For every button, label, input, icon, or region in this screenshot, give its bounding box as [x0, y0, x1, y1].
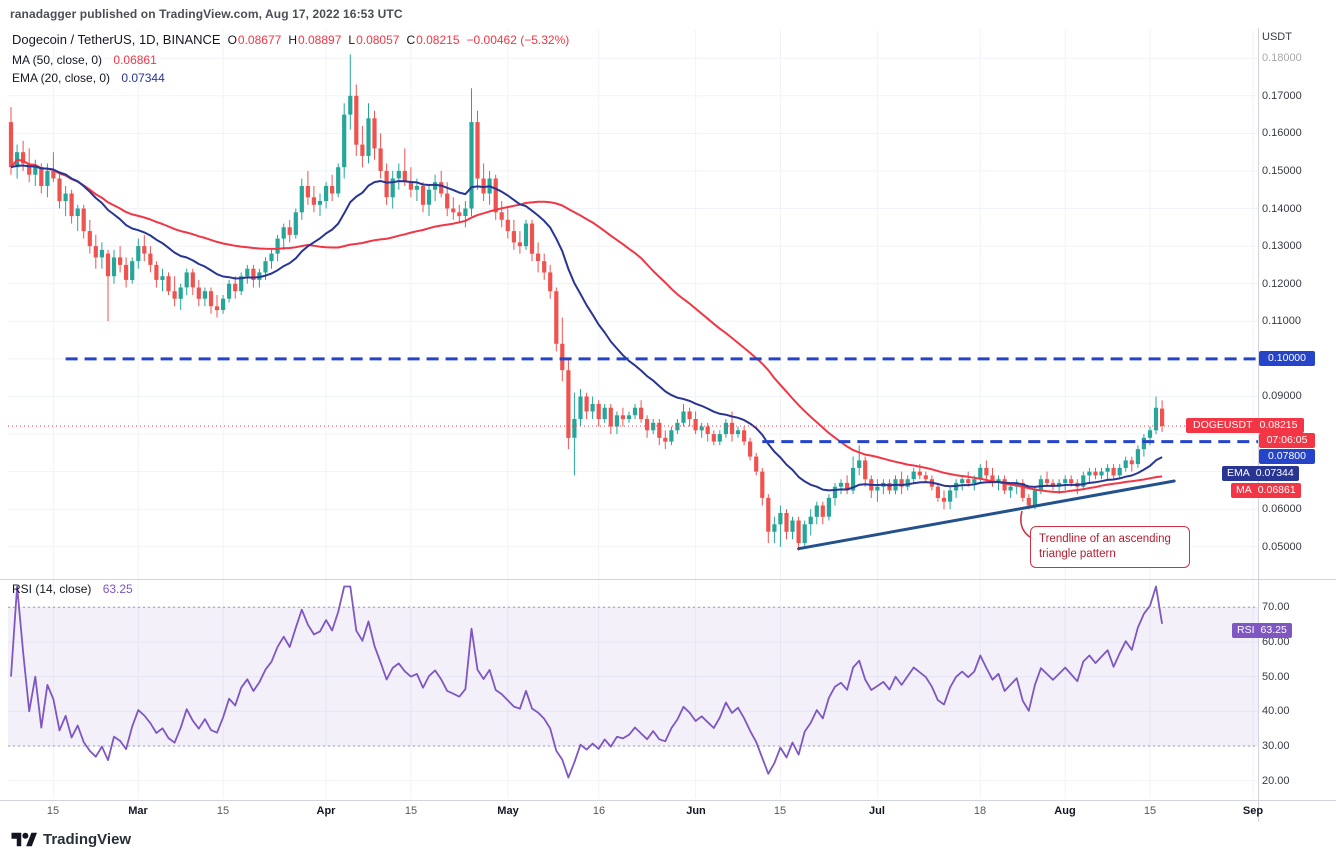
- price-axis-label: 0.09000: [1262, 390, 1302, 402]
- price-level-badge-0078: 0.07800: [1259, 449, 1315, 464]
- price-axis-label: 0.16000: [1262, 127, 1302, 139]
- ma-value-badge: MA 0.06861: [1231, 483, 1301, 498]
- time-axis-day-label: 15: [1143, 805, 1157, 817]
- time-axis-month-label: Sep: [1242, 805, 1264, 817]
- rsi-legend-value: 63.25: [102, 582, 133, 596]
- horizontal-level-lines[interactable]: [65, 357, 1258, 444]
- rsi-line[interactable]: [10, 585, 1163, 779]
- time-axis-day-label: 16: [592, 805, 606, 817]
- annotation-callout[interactable]: Trendline of an ascending triangle patte…: [1030, 526, 1190, 569]
- time-axis-month-label: Jun: [686, 805, 706, 817]
- last-price-badge-value: 0.08215: [1259, 419, 1298, 431]
- symbol-title[interactable]: Dogecoin / TetherUS, 1D, BINANCE: [12, 32, 221, 47]
- bar-countdown-badge: 07:06:05: [1259, 433, 1315, 448]
- price-level-badge-010: 0.10000: [1259, 351, 1315, 366]
- time-axis[interactable]: 15 Mar 15 Apr 15 May 16 Jun 15 Jul 18 Aug 15 Sep: [0, 804, 1336, 820]
- time-axis-day-label: 15: [773, 805, 787, 817]
- rsi-axis-label: 70.00: [1262, 601, 1290, 613]
- price-axis-label: 0.13000: [1262, 240, 1302, 252]
- time-axis-day-label: 15: [46, 805, 60, 817]
- price-axis-label: 0.14000: [1262, 203, 1302, 215]
- price-axis-label: 0.18000: [1262, 52, 1302, 64]
- rsi-legend-label: RSI (14, close): [12, 582, 92, 596]
- time-axis-month-label: Aug: [1054, 805, 1076, 817]
- rsi-legend[interactable]: RSI (14, close) 63.25: [12, 582, 133, 596]
- ema-badge-value: 0.07344: [1255, 467, 1294, 479]
- ohlc-label: H: [288, 33, 297, 47]
- ma-badge-label: MA: [1236, 484, 1252, 496]
- annotation-text: Trendline of an ascending triangle patte…: [1039, 533, 1171, 561]
- price-level-badge-010-text: 0.10000: [1268, 352, 1306, 364]
- price-axis-label: 0.12000: [1262, 278, 1302, 290]
- time-axis-day-label: 15: [404, 805, 418, 817]
- time-axis-month-label: May: [497, 805, 519, 817]
- ema-legend-label: EMA (20, close, 0): [12, 71, 111, 85]
- price-axis-label: 0.15000: [1262, 165, 1302, 177]
- footer-bar: TradingView: [0, 822, 1336, 856]
- rsi-axis-label: 60.00: [1262, 636, 1290, 648]
- ohlc-values: O0.08677 H0.08897 L0.08057 C0.08215: [221, 31, 460, 49]
- rsi-axis-label: 30.00: [1262, 740, 1290, 752]
- time-axis-month-label: Mar: [128, 805, 148, 817]
- ascending-trendline[interactable]: [797, 479, 1176, 551]
- ohlc-value: 0.08897: [297, 33, 342, 47]
- price-axis-label: 0.11000: [1262, 315, 1301, 327]
- price-axis-unit: USDT: [1262, 31, 1292, 43]
- time-axis-month-label: Jul: [869, 805, 885, 817]
- last-price-badge: DOGEUSDT 0.08215: [1186, 418, 1305, 433]
- time-axis-day-label: 18: [973, 805, 987, 817]
- main-legend: Dogecoin / TetherUS, 1D, BINANCE O0.0867…: [12, 31, 569, 85]
- ma-legend-value: 0.06861: [113, 53, 157, 67]
- rsi-value-badge: RSI 63.25: [1232, 623, 1292, 638]
- tradingview-logo-icon[interactable]: [10, 829, 37, 850]
- ohlc-label: L: [348, 33, 356, 47]
- price-axis-label: 0.06000: [1262, 503, 1302, 515]
- price-axis-label: 0.17000: [1262, 90, 1302, 102]
- attribution-bar: ranadagger published on TradingView.com,…: [0, 0, 1336, 28]
- ohlc-value: 0.08215: [416, 33, 460, 47]
- ema-value-badge: EMA 0.07344: [1222, 466, 1299, 481]
- ma-legend[interactable]: MA (50, close, 0) 0.06861: [12, 53, 569, 67]
- attribution-text: ranadagger published on TradingView.com,…: [10, 7, 403, 21]
- ma-legend-label: MA (50, close, 0): [12, 53, 103, 67]
- time-axis-day-label: 15: [216, 805, 230, 817]
- price-level-badge-0078-text: 0.07800: [1268, 450, 1306, 462]
- time-axis-month-label: Apr: [316, 805, 336, 817]
- ema-badge-label: EMA: [1227, 467, 1250, 479]
- ma-badge-value: 0.06861: [1257, 484, 1296, 496]
- ohlc-label: C: [406, 33, 416, 47]
- rsi-axis-label: 20.00: [1262, 775, 1290, 787]
- last-price-badge-symbol: DOGEUSDT: [1193, 419, 1253, 431]
- candlestick-series[interactable]: [8, 54, 1165, 551]
- ema-legend[interactable]: EMA (20, close, 0) 0.07344: [12, 71, 569, 85]
- ema-20-line[interactable]: [10, 164, 1163, 492]
- tradingview-wordmark[interactable]: TradingView: [43, 830, 132, 848]
- price-axis[interactable]: USDT 0.18000 0.17000 0.16000 0.15000 0.14000…: [1262, 0, 1336, 856]
- price-change: −0.00462 (−5.32%): [466, 33, 570, 47]
- rsi-badge-value: 63.25: [1260, 624, 1287, 636]
- ohlc-label: O: [227, 33, 237, 47]
- ema-legend-value: 0.07344: [121, 71, 165, 85]
- rsi-axis-label: 50.00: [1262, 671, 1290, 683]
- ohlc-value: 0.08677: [237, 33, 282, 47]
- symbol-legend-row: Dogecoin / TetherUS, 1D, BINANCE O0.0867…: [12, 31, 569, 49]
- price-axis-label: 0.05000: [1262, 541, 1302, 553]
- ma-50-line[interactable]: [10, 158, 1163, 494]
- ohlc-value: 0.08057: [356, 33, 400, 47]
- rsi-axis-label: 40.00: [1262, 705, 1290, 717]
- rsi-badge-label: RSI: [1237, 624, 1255, 636]
